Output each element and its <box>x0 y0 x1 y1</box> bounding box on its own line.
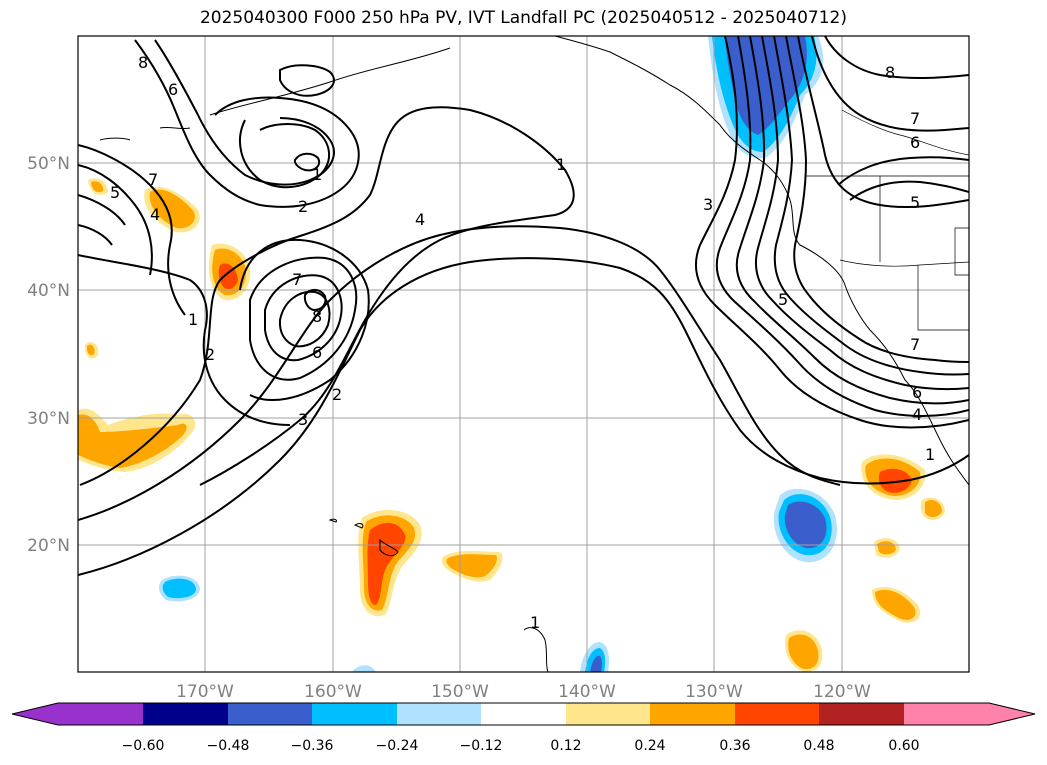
lon-tick-label: 140°W <box>558 682 616 702</box>
contour-label: 6 <box>312 343 322 362</box>
contour-label: 1 <box>312 165 322 184</box>
colorbar-bin <box>650 703 735 725</box>
colorbar-bin <box>228 703 312 725</box>
colorbar-tick-label: 0.24 <box>634 738 665 754</box>
colorbar-tick-label: 0.48 <box>803 738 834 754</box>
contour-label: 2 <box>298 197 308 216</box>
lon-tick-label: 170°W <box>176 682 234 702</box>
colorbar-tick-label: −0.12 <box>460 738 503 754</box>
colorbar-tick-label: −0.36 <box>291 738 334 754</box>
lat-tick-labels: 50°N 40°N 30°N 20°N <box>27 154 70 556</box>
contour-labels: 8 6 1 2 7 5 4 8 7 6 2 3 1 2 4 1 3 5 8 7 … <box>110 53 935 632</box>
lon-tick-label: 150°W <box>431 682 489 702</box>
lat-tick-label: 40°N <box>27 281 70 301</box>
colorbar-bin <box>312 703 397 725</box>
contour-label: 1 <box>530 613 540 632</box>
colorbar-bin <box>735 703 819 725</box>
contour-label: 2 <box>332 385 342 404</box>
contour-label: 4 <box>912 405 922 424</box>
lon-tick-labels: 170°W 160°W 150°W 140°W 130°W 120°W <box>176 682 871 702</box>
lat-tick-label: 30°N <box>27 409 70 429</box>
contour-label: 7 <box>910 109 920 128</box>
colorbar-bin <box>397 703 481 725</box>
contour-label: 3 <box>703 195 713 214</box>
contour-label: 7 <box>910 335 920 354</box>
lat-tick-label: 20°N <box>27 536 70 556</box>
lat-tick-label: 50°N <box>27 154 70 174</box>
colorbar-tick-label: 0.36 <box>719 738 750 754</box>
contour-label: 1 <box>556 155 566 174</box>
map-frame <box>77 35 970 673</box>
colorbar-tick-label: −0.60 <box>122 738 165 754</box>
colorbar-extend-max <box>904 703 1035 725</box>
pv-contours <box>78 36 969 576</box>
colorbar-tick-label: 0.12 <box>550 738 581 754</box>
colorbar-extend-min <box>12 703 143 725</box>
contour-label: 4 <box>150 205 160 224</box>
colorbar: −0.60 −0.48 −0.36 −0.24 −0.12 0.12 0.24 … <box>11 702 1036 754</box>
colorbar-outline <box>11 702 1036 726</box>
contour-label: 8 <box>885 63 895 82</box>
map-panel <box>78 36 969 672</box>
contour-label: 8 <box>312 307 322 326</box>
contour-label: 5 <box>910 193 920 212</box>
colorbar-tick-label: −0.48 <box>207 738 250 754</box>
contour-label: 5 <box>110 183 120 202</box>
contour-label: 6 <box>168 80 178 99</box>
contour-label: 5 <box>778 290 788 309</box>
contour-label: 1 <box>925 445 935 464</box>
contour-label: 7 <box>292 270 302 289</box>
lon-tick-label: 130°W <box>685 682 743 702</box>
lon-tick-label: 160°W <box>304 682 362 702</box>
contour-label: 6 <box>910 133 920 152</box>
colorbar-bin <box>143 703 228 725</box>
contour-label: 3 <box>298 410 308 429</box>
contour-label: 2 <box>205 345 215 364</box>
contour-label: 4 <box>415 210 425 229</box>
contour-label: 8 <box>138 53 148 72</box>
colorbar-bin <box>481 703 566 725</box>
contour-label: 7 <box>148 170 158 189</box>
lon-tick-label: 120°W <box>813 682 871 702</box>
colorbar-tick-label: −0.24 <box>376 738 419 754</box>
map-title: 2025040300 F000 250 hPa PV, IVT Landfall… <box>199 8 847 28</box>
shaded-field <box>78 36 945 672</box>
colorbar-bin <box>819 703 904 725</box>
contour-label: 6 <box>912 383 922 402</box>
colorbar-bin <box>566 703 650 725</box>
colorbar-tick-label: 0.60 <box>888 738 919 754</box>
contour-label: 1 <box>188 310 198 329</box>
